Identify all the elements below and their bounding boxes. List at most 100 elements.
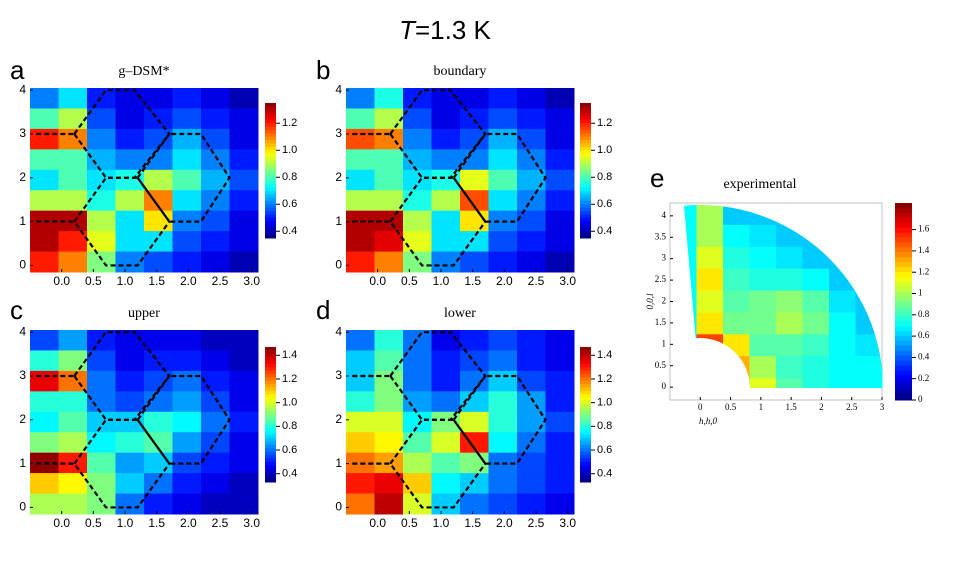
y-tick-label: 1.5 — [655, 317, 667, 327]
heatmap-cell — [431, 452, 461, 474]
colorbar-segment — [265, 370, 276, 375]
y-tick-label: 1 — [335, 456, 342, 470]
heatmap-cell — [431, 88, 461, 109]
heatmap-cell — [488, 231, 518, 253]
colorbar-tick-label: 1.4 — [282, 349, 297, 361]
heatmap-cell — [201, 411, 230, 433]
colorbar-segment — [895, 331, 912, 337]
heatmap-cell — [115, 88, 145, 109]
colorbar-segment — [265, 113, 276, 117]
colorbar-tick-label: 1.0 — [597, 397, 612, 409]
heatmap-cell — [30, 128, 59, 150]
colorbar-segment — [580, 387, 591, 392]
heatmap-cell — [776, 290, 803, 313]
colorbar-segment — [265, 217, 276, 222]
heatmap-cell — [802, 378, 830, 388]
heatmap-cell — [802, 246, 830, 270]
colorbar-tick-label: 0.8 — [597, 171, 612, 183]
colorbar-segment — [265, 407, 276, 412]
colorbar-segment — [580, 146, 591, 151]
colorbar-segment — [895, 247, 912, 253]
colorbar-segment — [265, 468, 276, 473]
brillouin-zone — [136, 132, 231, 223]
colorbar-segment — [265, 360, 276, 365]
heatmap-cell — [346, 149, 375, 171]
heatmap-cell — [488, 190, 518, 212]
colorbar-segment — [580, 465, 591, 469]
colorbar-segment — [895, 360, 912, 367]
heatmap-cell — [545, 210, 575, 232]
heatmap-cell — [403, 128, 432, 150]
x-tick-label: 2.5 — [846, 402, 858, 412]
heatmap-cell — [229, 493, 259, 515]
colorbar-tick-label: 1.2 — [597, 117, 612, 129]
heatmap-cell — [144, 231, 173, 253]
colorbar-segment — [895, 385, 912, 391]
colorbar-segment — [895, 316, 912, 322]
heatmap-cell — [115, 231, 145, 253]
heatmap-cell — [144, 411, 173, 433]
y-tick-label: 1 — [335, 214, 342, 228]
heatmap-cell — [460, 149, 489, 171]
heatmap-cell — [30, 251, 59, 273]
colorbar-segment — [265, 150, 276, 155]
heatmap-cell — [229, 391, 259, 413]
heatmap-cell — [115, 473, 145, 495]
heatmap — [346, 88, 575, 273]
colorbar-segment — [895, 350, 912, 357]
colorbar-segment — [580, 448, 591, 453]
x-tick-label: 2.0 — [496, 516, 513, 530]
heatmap-cell — [431, 473, 461, 495]
heatmap-cell — [201, 231, 230, 253]
colorbar-segment — [580, 123, 591, 128]
heatmap-cell — [431, 231, 461, 253]
y-tick-label: 4 — [335, 324, 342, 338]
x-tick-label: 0.0 — [53, 274, 70, 288]
colorbar-segment — [895, 237, 912, 243]
heatmap-cell — [229, 128, 259, 150]
y-tick-label: 0 — [662, 381, 667, 391]
panel-title: experimental — [723, 177, 796, 192]
heatmap-cell — [460, 251, 489, 273]
heatmap-cell — [488, 128, 518, 150]
heatmap-cell — [374, 370, 404, 392]
y-tick-label: 3 — [19, 368, 26, 382]
heatmap-cell — [517, 452, 546, 474]
heatmap-cell — [488, 88, 518, 109]
colorbar-segment — [265, 197, 276, 202]
heatmap-cell — [201, 149, 230, 171]
heatmap-cell — [488, 350, 518, 372]
heatmap-cell — [229, 473, 259, 495]
colorbar-segment — [265, 177, 276, 182]
heatmap-cell — [115, 391, 145, 413]
heatmap-cell — [172, 350, 202, 372]
colorbar-segment — [265, 163, 276, 168]
heatmap-cell — [802, 290, 830, 313]
x-tick-label: 3.0 — [243, 274, 260, 288]
heatmap-cell — [403, 251, 432, 273]
y-tick-label: 4 — [19, 82, 26, 96]
colorbar-segment — [265, 224, 276, 229]
heatmap-cell — [802, 334, 830, 357]
y-tick-label: 0 — [335, 500, 342, 514]
colorbar-segment — [265, 465, 276, 469]
heatmap-cell — [517, 411, 546, 433]
heatmap-cell — [723, 224, 750, 248]
heatmap-cell — [545, 432, 575, 454]
heatmap-cell — [144, 350, 173, 372]
heatmap-cell — [749, 378, 777, 388]
heatmap-cell — [374, 251, 404, 273]
heatmap-cell — [229, 370, 259, 392]
figure-title: T=1.3 K — [399, 15, 491, 45]
y-tick-label: 2 — [662, 296, 667, 306]
y-tick-label: 3 — [19, 126, 26, 140]
x-tick-label: 1.0 — [433, 274, 450, 288]
colorbar-tick-label: 1.2 — [918, 266, 929, 276]
colorbar-segment — [580, 113, 591, 117]
heatmap-cell — [460, 169, 489, 191]
x-tick-label: 2.0 — [180, 516, 197, 530]
heatmap-cell — [696, 268, 724, 292]
colorbar-segment — [265, 106, 276, 111]
colorbar-segment — [580, 455, 591, 459]
heatmap-cell — [460, 231, 489, 253]
